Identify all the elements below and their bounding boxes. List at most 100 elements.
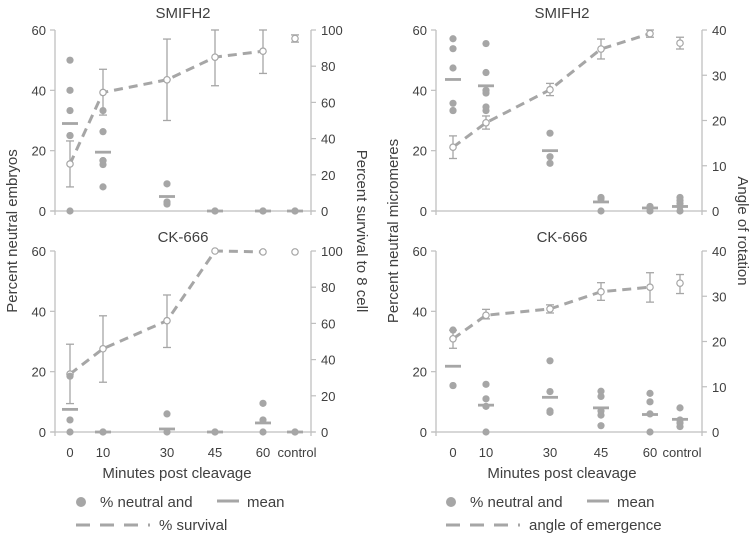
legend-left: % neutral and mean % survival (76, 494, 285, 534)
data-point (676, 193, 684, 202)
data-point (66, 106, 74, 115)
y-tick-label: 20 (32, 144, 46, 159)
data-point (546, 153, 554, 161)
y-axis-label-right-column: Percent neutral micromeres (385, 139, 402, 323)
y2-tick-label: 10 (712, 159, 726, 174)
y2-tick-label: 0 (712, 425, 719, 440)
data-point (482, 68, 490, 77)
x-tick-label: 0 (66, 445, 73, 460)
series-marker (259, 248, 267, 256)
y2-tick-label: 40 (712, 244, 726, 259)
y-tick-label: 40 (32, 83, 46, 98)
chart-title-top-right: SMIFH2 (534, 5, 589, 22)
x-tick-label: 30 (160, 445, 174, 460)
series-marker (597, 287, 605, 296)
y-tick-label: 20 (32, 365, 46, 380)
series-marker (259, 47, 267, 55)
legend-line-label: % survival (159, 517, 227, 534)
y2-tick-label: 20 (321, 168, 335, 183)
data-point (449, 326, 457, 334)
data-point (99, 157, 107, 165)
chart-title-bottom-left: CK-666 (158, 229, 209, 246)
y-tick-label: 40 (32, 304, 46, 319)
y2-tick-label: 20 (712, 114, 726, 129)
y2-tick-label: 40 (321, 132, 335, 147)
y2-axis-label-left-column: Percent survival to 8 cell (353, 150, 370, 313)
series-marker (546, 85, 554, 94)
data-point (66, 428, 74, 436)
y2-tick-label: 40 (712, 23, 726, 38)
series-marker (482, 311, 490, 320)
panel-top-left-smifh2-embryos: 0 20 40 60 0 20 40 60 80 100 (32, 23, 343, 219)
series-marker (66, 160, 74, 168)
data-point (482, 103, 490, 111)
y2-tick-label: 100 (321, 23, 343, 38)
data-point (163, 198, 171, 206)
data-point (449, 35, 457, 43)
legend-line-label: angle of emergence (529, 517, 662, 534)
data-point (66, 86, 74, 94)
legend-mean-label: mean (617, 494, 655, 511)
data-point (259, 399, 267, 407)
y-tick-label: 0 (420, 425, 427, 440)
data-point (546, 357, 554, 365)
series-marker (597, 45, 605, 53)
data-point (449, 64, 457, 72)
y2-tick-label: 30 (712, 289, 726, 304)
y-tick-label: 60 (32, 244, 46, 259)
series-marker (211, 53, 219, 61)
series-marker (99, 88, 107, 97)
data-point (449, 106, 457, 115)
data-point (546, 129, 554, 137)
control-marker (676, 39, 684, 47)
data-point (99, 183, 107, 191)
data-point (99, 106, 107, 115)
x-tick-label: 10 (479, 445, 493, 460)
control-marker (676, 279, 684, 287)
y-tick-label: 0 (39, 204, 46, 219)
data-point (482, 39, 490, 48)
x-tick-label: 45 (208, 445, 222, 460)
y2-tick-label: 80 (321, 59, 335, 74)
data-point (597, 392, 605, 401)
y2-tick-label: 30 (712, 68, 726, 83)
y-tick-label: 40 (413, 304, 427, 319)
data-point (99, 128, 107, 136)
control-marker (291, 34, 299, 43)
y2-tick-label: 0 (321, 204, 328, 219)
data-point (66, 372, 74, 380)
y2-tick-label: 60 (321, 95, 335, 110)
x-tick-label: 45 (594, 445, 608, 460)
data-point (163, 410, 171, 418)
y-tick-label: 60 (413, 244, 427, 259)
data-point (163, 180, 171, 188)
data-point (546, 159, 554, 167)
data-point (646, 389, 654, 397)
x-tick-label: 0 (449, 445, 456, 460)
panel-bottom-left-ck666-embryos: 0 20 40 60 0 20 40 60 80 100 0 10 30 45 60 control (32, 244, 343, 460)
x-tick-label: 10 (96, 445, 110, 460)
legend-points-marker (76, 497, 86, 507)
data-point (482, 428, 490, 436)
data-point (597, 387, 605, 395)
legend-points-label: % neutral and (470, 494, 563, 511)
series-marker (163, 316, 171, 325)
y2-tick-label: 60 (321, 316, 335, 331)
series-marker (211, 247, 219, 255)
y-tick-label: 20 (413, 144, 427, 159)
data-point (66, 416, 74, 424)
y2-tick-label: 10 (712, 380, 726, 395)
panel-bottom-right-ck666-micromeres: 0 20 40 60 0 10 20 30 40 0 10 30 45 60 control (413, 244, 727, 460)
series-marker (546, 305, 554, 313)
series-marker (482, 118, 490, 127)
y-tick-label: 60 (32, 23, 46, 38)
x-tick-label: 30 (543, 445, 557, 460)
data-point (597, 422, 605, 430)
series-marker (99, 344, 107, 353)
data-point (449, 45, 457, 53)
y2-tick-label: 40 (321, 353, 335, 368)
y2-tick-label: 20 (321, 389, 335, 404)
x-tick-label: 60 (256, 445, 270, 460)
data-point (597, 207, 605, 215)
